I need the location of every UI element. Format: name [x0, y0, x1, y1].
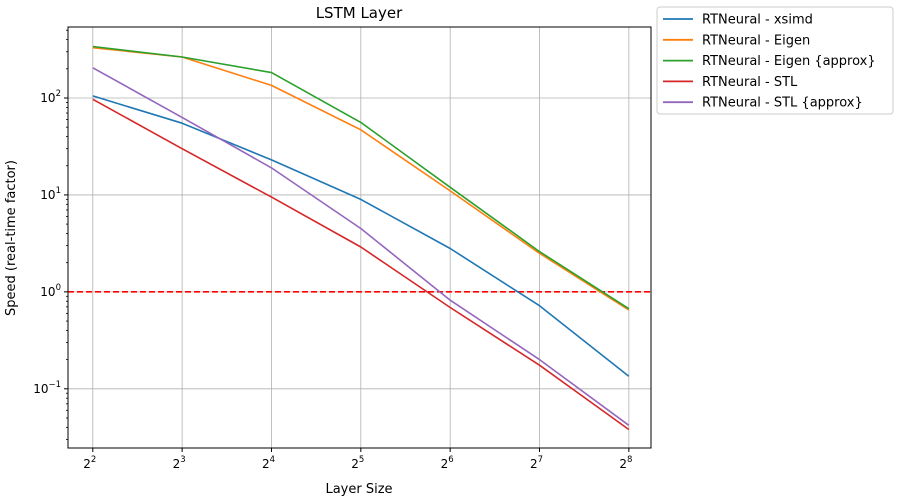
legend-label: RTNeural - Eigen {approx}: [702, 54, 876, 69]
x-tick-label: 28: [619, 455, 632, 471]
y-tick-label: 102: [40, 89, 61, 105]
series-line-5: [92, 67, 630, 426]
y-tick-label: 100: [40, 283, 61, 299]
y-tick-label: 101: [40, 186, 61, 202]
x-tick-label: 27: [530, 455, 543, 471]
y-axis-ticks: 10−1 100 101 102: [33, 29, 68, 440]
series-line-1: [92, 95, 630, 377]
legend-label: RTNeural - xsimd: [702, 13, 813, 28]
series-line-3: [92, 45, 630, 310]
x-tick-label: 26: [441, 455, 454, 471]
legend-label: RTNeural - STL {approx}: [702, 96, 863, 111]
series-line-4: [92, 98, 630, 431]
x-tick-label: 22: [83, 455, 96, 471]
y-axis-label: Speed (real-time factor): [4, 160, 19, 316]
y-tick-label: 10−1: [33, 380, 61, 396]
chart-title: LSTM Layer: [316, 4, 403, 22]
plot-frame: [67, 26, 652, 449]
x-tick-label: 24: [262, 455, 275, 471]
x-axis-ticks: 22 23 24 25 26 27 28: [83, 448, 632, 471]
legend: RTNeural - xsimd RTNeural - Eigen RTNeural…: [656, 6, 894, 115]
grid: [68, 27, 651, 448]
legend-label: RTNeural - STL: [702, 75, 798, 90]
x-axis-label: Layer Size: [325, 482, 392, 497]
x-tick-label: 25: [351, 455, 364, 471]
legend-label: RTNeural - Eigen: [702, 33, 810, 48]
x-tick-label: 23: [173, 455, 186, 471]
series-layer: [92, 45, 630, 431]
legend-box: [656, 6, 894, 115]
